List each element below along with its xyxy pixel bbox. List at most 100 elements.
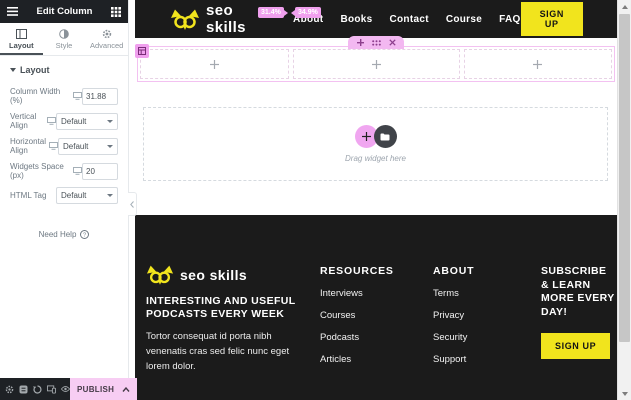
site-footer: seo skills INTERESTING AND USEFUL PODCAS… bbox=[135, 215, 617, 400]
footer-signup-button[interactable]: SIGN UP bbox=[541, 332, 611, 359]
footer-link-terms[interactable]: Terms bbox=[433, 288, 459, 299]
advanced-tab-icon bbox=[102, 29, 112, 39]
need-help-link[interactable]: Need Help ? bbox=[10, 230, 118, 239]
site-navbar: seo skills About Books Contact Course FA… bbox=[135, 0, 617, 38]
footer-link-privacy[interactable]: Privacy bbox=[433, 310, 465, 321]
footer-link-courses[interactable]: Courses bbox=[320, 310, 356, 321]
panel-header: Edit Column bbox=[0, 0, 128, 23]
nav-link-contact[interactable]: Contact bbox=[389, 13, 429, 25]
html-tag-label: HTML Tag bbox=[10, 191, 47, 200]
responsive-indicator-icon[interactable] bbox=[73, 92, 82, 100]
footer-link-interviews[interactable]: Interviews bbox=[320, 288, 363, 299]
footer-link-support[interactable]: Support bbox=[433, 354, 467, 365]
brand-name: seo skills bbox=[206, 2, 246, 36]
about-title: ABOUT bbox=[433, 265, 475, 277]
scroll-down-icon[interactable] bbox=[618, 387, 631, 400]
publish-button[interactable]: PUBLISH bbox=[70, 378, 138, 400]
widgets-space-input[interactable] bbox=[82, 162, 118, 180]
preview-canvas: seo skills About Books Contact Course FA… bbox=[135, 0, 617, 400]
column-width-input[interactable] bbox=[82, 87, 118, 105]
folder-icon bbox=[380, 133, 390, 141]
html-tag-select[interactable]: Default bbox=[56, 187, 118, 204]
footer-resources-column: RESOURCES Interviews Courses Podcasts Ar… bbox=[320, 265, 415, 365]
publish-options-caret-icon[interactable] bbox=[122, 386, 130, 392]
column-width-label: Column Width (%) bbox=[10, 87, 61, 105]
column-width-badge-right: 34.9% bbox=[291, 7, 321, 18]
vertical-align-label: Vertical Align bbox=[10, 112, 37, 130]
columns-section bbox=[137, 46, 615, 82]
responsive-indicator-icon[interactable] bbox=[73, 167, 82, 175]
drag-section-icon[interactable] bbox=[371, 39, 381, 46]
drag-widget-hint: Drag widget here bbox=[345, 154, 406, 163]
field-vertical-align: Vertical Align Default bbox=[10, 112, 118, 130]
responsive-mode-icon[interactable] bbox=[47, 384, 56, 394]
preview-eye-icon[interactable] bbox=[61, 385, 70, 393]
footer-brand-column: seo skills INTERESTING AND USEFUL PODCAS… bbox=[146, 265, 298, 374]
navigator-icon[interactable] bbox=[19, 385, 28, 394]
nav-link-faq[interactable]: FAQ bbox=[499, 13, 521, 25]
tab-layout[interactable]: Layout bbox=[0, 23, 43, 55]
field-horizontal-align: Horizontal Align Default bbox=[10, 137, 118, 155]
tab-advanced[interactable]: Advanced bbox=[85, 23, 128, 55]
panel-tabs: Layout Style Advanced bbox=[0, 23, 128, 56]
field-column-width: Column Width (%) bbox=[10, 87, 118, 105]
nav-menu: About Books Contact Course FAQ bbox=[293, 14, 521, 25]
footer-link-security[interactable]: Security bbox=[433, 332, 468, 343]
field-widgets-space: Widgets Space (px) bbox=[10, 162, 118, 180]
column-settings-handle[interactable] bbox=[135, 44, 149, 58]
column-placeholder-1[interactable] bbox=[140, 49, 290, 79]
vertical-align-select[interactable]: Default bbox=[56, 112, 118, 130]
column-width-badge-left: 31.4% bbox=[258, 7, 288, 18]
layout-section-header[interactable]: Layout bbox=[10, 65, 118, 75]
svg-text:?: ? bbox=[83, 233, 86, 239]
panel-body: Layout Column Width (%) Vertical Align D… bbox=[0, 56, 128, 239]
site-logo[interactable]: seo skills bbox=[170, 2, 265, 36]
add-widget-plus-icon[interactable] bbox=[210, 59, 220, 69]
elementor-panel: Edit Column Layout Style Advanced bbox=[0, 0, 138, 400]
scroll-up-icon[interactable] bbox=[618, 0, 631, 13]
horizontal-align-select[interactable]: Default bbox=[58, 137, 118, 155]
delete-section-icon[interactable] bbox=[388, 39, 396, 46]
navbar-signup-button[interactable]: SIGN UP bbox=[520, 2, 583, 36]
layout-tab-icon bbox=[15, 28, 27, 39]
panel-footer-toolbar: PUBLISH bbox=[0, 378, 138, 400]
caret-down-icon bbox=[107, 194, 113, 197]
add-widget-button[interactable] bbox=[354, 125, 378, 148]
column-placeholder-3[interactable] bbox=[463, 49, 612, 79]
add-widget-plus-icon[interactable] bbox=[372, 59, 381, 69]
caret-down-icon bbox=[107, 144, 113, 148]
scrollbar-thumb[interactable] bbox=[619, 14, 630, 342]
subscribe-heading: SUBSCRIBE & LEARN MORE EVERY DAY! bbox=[541, 265, 615, 318]
widgets-grid-icon[interactable] bbox=[110, 6, 121, 17]
layout-section-title: Layout bbox=[20, 65, 50, 75]
section-handle[interactable] bbox=[348, 36, 404, 49]
tab-style-label: Style bbox=[55, 40, 73, 50]
help-icon: ? bbox=[80, 230, 90, 239]
empty-column-dropzone[interactable]: Drag widget here bbox=[143, 107, 608, 181]
horizontal-align-label: Horizontal Align bbox=[10, 137, 47, 155]
tab-style[interactable]: Style bbox=[43, 23, 86, 55]
footer-heading: INTERESTING AND USEFUL PODCASTS EVERY WE… bbox=[146, 295, 296, 321]
history-icon[interactable] bbox=[33, 384, 42, 394]
add-widget-plus-icon[interactable] bbox=[533, 59, 543, 69]
nav-link-course[interactable]: Course bbox=[445, 13, 483, 25]
footer-link-articles[interactable]: Articles bbox=[320, 354, 352, 365]
settings-icon[interactable] bbox=[5, 385, 14, 394]
footer-link-podcasts[interactable]: Podcasts bbox=[320, 332, 360, 343]
panel-collapse-handle[interactable] bbox=[128, 192, 137, 216]
menu-icon[interactable] bbox=[7, 7, 18, 16]
tab-advanced-label: Advanced bbox=[90, 40, 124, 50]
panel-title: Edit Column bbox=[36, 6, 93, 17]
nav-link-about[interactable]: About bbox=[293, 13, 324, 25]
footer-description: Tortor consequat id porta nibh venenatis… bbox=[146, 331, 290, 372]
widgets-space-label: Widgets Space (px) bbox=[10, 162, 64, 180]
preview-scrollbar[interactable] bbox=[617, 0, 631, 400]
nav-link-books[interactable]: Books bbox=[340, 13, 373, 25]
responsive-indicator-icon[interactable] bbox=[49, 142, 59, 150]
footer-logo[interactable]: seo skills bbox=[146, 265, 298, 285]
responsive-indicator-icon[interactable] bbox=[47, 117, 56, 125]
template-library-button[interactable] bbox=[373, 125, 397, 148]
resources-title: RESOURCES bbox=[320, 265, 394, 277]
add-section-icon[interactable] bbox=[356, 39, 364, 46]
column-placeholder-2[interactable] bbox=[293, 49, 460, 79]
